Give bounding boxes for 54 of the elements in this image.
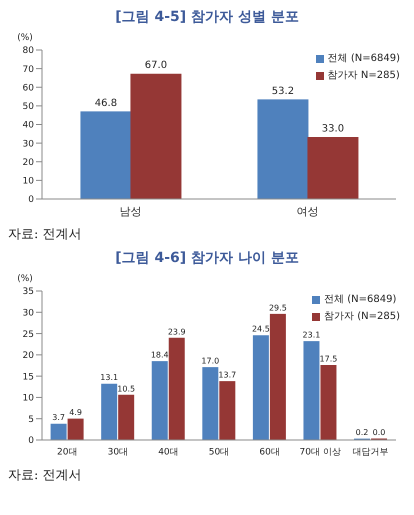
data-label: 53.2 xyxy=(272,86,294,97)
x-tick-label: 50대 xyxy=(208,447,230,458)
data-label: 13.1 xyxy=(100,373,118,382)
y-axis-title: (%) xyxy=(17,274,33,284)
chart-title: [그림 4-6] 참가자 나이 분포 xyxy=(114,249,300,267)
data-label: 3.7 xyxy=(52,413,65,422)
y-tick-label: 40 xyxy=(22,120,34,131)
y-tick-label: 50 xyxy=(22,102,34,112)
text: 자료: 전계서 xyxy=(8,467,83,484)
y-tick-label: 10 xyxy=(22,394,34,404)
x-tick-label: 여성 xyxy=(296,204,318,218)
y-tick-label: 80 xyxy=(22,46,34,56)
y-tick-label: 30 xyxy=(22,308,34,318)
x-tick-label: 30대 xyxy=(108,447,128,458)
y-tick-label: 20 xyxy=(22,351,34,362)
y-tick-label: 70 xyxy=(22,64,34,75)
data-label: 24.5 xyxy=(252,324,270,334)
data-label: 10.5 xyxy=(117,384,136,394)
y-tick-label: 0 xyxy=(28,195,34,206)
x-tick-label: 남성 xyxy=(120,204,142,218)
x-tick-label: 20대 xyxy=(57,447,78,458)
data-label: 18.4 xyxy=(150,350,169,360)
legend-label: 참가자 N=285) xyxy=(328,69,400,83)
text: 자료: 전계서 xyxy=(8,226,83,243)
data-label: 13.7 xyxy=(218,370,236,380)
data-label: 23.9 xyxy=(168,327,186,336)
data-label: 17.5 xyxy=(320,354,338,364)
legend-label: 참가자 (N=285) xyxy=(324,310,400,324)
y-tick-label: 60 xyxy=(22,83,34,94)
data-label: 17.0 xyxy=(201,356,220,366)
y-tick-label: 10 xyxy=(22,176,34,187)
y-tick-label: 5 xyxy=(28,414,34,425)
data-label: 0.2 xyxy=(356,428,368,438)
y-tick-label: 30 xyxy=(22,139,34,150)
y-tick-label: 15 xyxy=(22,372,34,382)
data-label: 33.0 xyxy=(322,124,344,135)
data-label: 46.8 xyxy=(94,98,118,109)
data-label: 23.1 xyxy=(302,330,320,340)
legend-label: 전체 (N=6849) xyxy=(328,52,400,66)
chart-title: [그림 4-5] 참가자 성별 분포 xyxy=(114,8,300,26)
data-label: 29.5 xyxy=(268,303,287,312)
x-tick-label: 대답거부 xyxy=(352,447,389,458)
data-label: 67.0 xyxy=(144,60,168,72)
x-tick-label: 70대 이상 xyxy=(299,447,341,458)
data-label: 4.9 xyxy=(69,408,82,418)
y-tick-label: 20 xyxy=(22,158,34,168)
x-tick-label: 40대 xyxy=(158,447,179,458)
y-axis-title: (%) xyxy=(17,33,33,43)
x-tick-label: 60대 xyxy=(259,447,280,458)
y-tick-label: 35 xyxy=(22,287,34,298)
y-tick-label: 25 xyxy=(22,330,34,340)
data-label: 0.0 xyxy=(372,428,386,437)
legend-label: 전체 (N=6849) xyxy=(324,293,396,307)
y-tick-label: 0 xyxy=(28,436,34,446)
